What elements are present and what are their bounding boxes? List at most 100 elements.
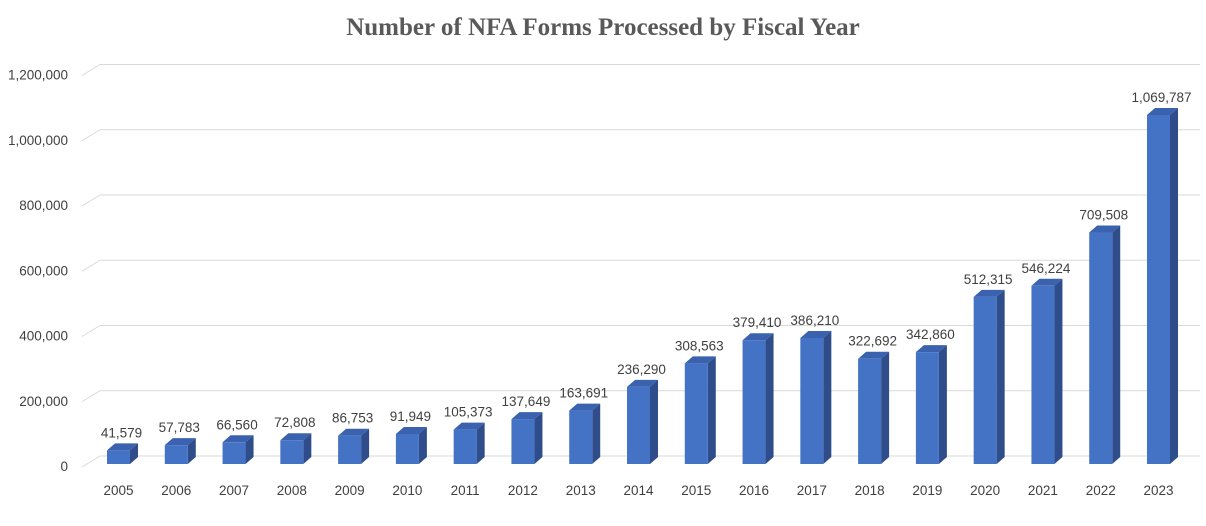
bar-top: [222, 435, 254, 443]
bar-side: [303, 433, 312, 464]
bar-side: [361, 428, 370, 464]
bar-top: [453, 422, 485, 430]
gridline-depth: [81, 259, 101, 272]
data-label: 1,069,787: [1131, 90, 1191, 105]
bar-side: [707, 356, 716, 464]
y-tick-label: 200,000: [19, 394, 68, 409]
bar: [280, 440, 304, 464]
bar-side: [130, 443, 138, 464]
bar: [684, 363, 708, 464]
bar: [627, 386, 650, 464]
bar-side: [1170, 107, 1178, 464]
bar: [107, 450, 130, 464]
data-label: 709,508: [1079, 208, 1128, 223]
data-label: 379,410: [733, 315, 782, 330]
bar-side: [823, 330, 832, 464]
bar-top: [280, 433, 312, 441]
data-label: 512,315: [964, 272, 1013, 287]
bar: [453, 429, 477, 464]
bar-side: [592, 403, 601, 464]
y-tick-label: 1,200,000: [8, 68, 68, 83]
bar-top: [1031, 278, 1063, 286]
gridline-depth: [81, 455, 101, 468]
bar: [569, 410, 593, 464]
bar-top: [915, 345, 947, 353]
bar-side: [534, 412, 543, 464]
bar-side: [1112, 225, 1121, 464]
x-tick-label: 2021: [1028, 483, 1058, 498]
bar-side: [881, 351, 890, 464]
data-label: 72,808: [274, 415, 315, 430]
bar-top: [684, 356, 716, 364]
bar-top: [800, 330, 832, 338]
bar-side: [765, 333, 774, 464]
data-label: 105,373: [444, 405, 493, 420]
bar-top: [164, 438, 196, 446]
bar: [1147, 114, 1170, 464]
data-label: 546,224: [1022, 261, 1071, 276]
x-tick-label: 2014: [623, 483, 654, 498]
bar-top: [627, 379, 658, 387]
x-tick-label: 2023: [1143, 483, 1173, 498]
bar: [915, 352, 939, 464]
bar: [1089, 232, 1113, 464]
data-label: 308,563: [675, 338, 724, 353]
bar: [222, 442, 246, 464]
bar-side: [1054, 278, 1063, 464]
x-tick-label: 2005: [103, 483, 133, 498]
x-tick-label: 2013: [566, 483, 596, 498]
bar-side: [476, 422, 485, 464]
x-tick-label: 2012: [508, 483, 538, 498]
bar: [742, 340, 766, 464]
data-label: 91,949: [390, 409, 431, 424]
chart-title: Number of NFA Forms Processed by Fiscal …: [346, 14, 860, 41]
x-tick-label: 2011: [451, 483, 480, 498]
bar-top: [973, 289, 1005, 297]
bar-top: [569, 403, 601, 411]
bar: [338, 435, 362, 464]
x-tick-label: 2016: [739, 483, 769, 498]
x-tick-label: 2006: [161, 483, 191, 498]
bar: [164, 445, 188, 464]
y-tick-label: 1,000,000: [8, 133, 68, 148]
y-tick-label: 600,000: [19, 263, 68, 278]
x-tick-label: 2015: [681, 483, 711, 498]
data-label: 41,579: [101, 425, 142, 440]
x-tick-label: 2007: [219, 483, 249, 498]
bar: [1031, 285, 1055, 464]
x-tick-label: 2008: [277, 483, 307, 498]
x-tick-label: 2022: [1086, 483, 1116, 498]
bar-side: [996, 289, 1005, 464]
y-tick-label: 400,000: [19, 329, 68, 344]
bar-side: [187, 438, 196, 464]
bar-top: [107, 443, 138, 451]
bar: [395, 434, 419, 464]
bar-top: [858, 351, 890, 359]
x-tick-label: 2017: [797, 483, 827, 498]
y-tick-label: 800,000: [19, 198, 68, 213]
x-tick-label: 2019: [912, 483, 942, 498]
bar-top: [742, 333, 774, 341]
y-tick-label: 0: [60, 459, 68, 474]
x-tick-label: 2020: [970, 483, 1000, 498]
bar-top: [395, 427, 427, 435]
x-tick-label: 2018: [855, 483, 885, 498]
data-label: 342,860: [906, 327, 955, 342]
data-label: 322,692: [848, 334, 897, 349]
data-label: 66,560: [216, 417, 257, 432]
data-label: 386,210: [790, 313, 839, 328]
data-label: 137,649: [502, 394, 551, 409]
bar-top: [511, 412, 543, 420]
gridline-depth: [81, 129, 101, 142]
data-label: 236,290: [617, 362, 666, 377]
gridline-depth: [81, 194, 101, 207]
data-label: 57,783: [159, 420, 200, 435]
gridline-depth: [81, 64, 101, 76]
bar-side: [418, 427, 427, 464]
x-tick-label: 2010: [392, 483, 422, 498]
gridline-depth: [81, 390, 101, 403]
bar-side: [245, 435, 254, 464]
x-tick-label: 2009: [335, 483, 365, 498]
bar: [973, 296, 997, 464]
bar-top: [1089, 225, 1121, 233]
